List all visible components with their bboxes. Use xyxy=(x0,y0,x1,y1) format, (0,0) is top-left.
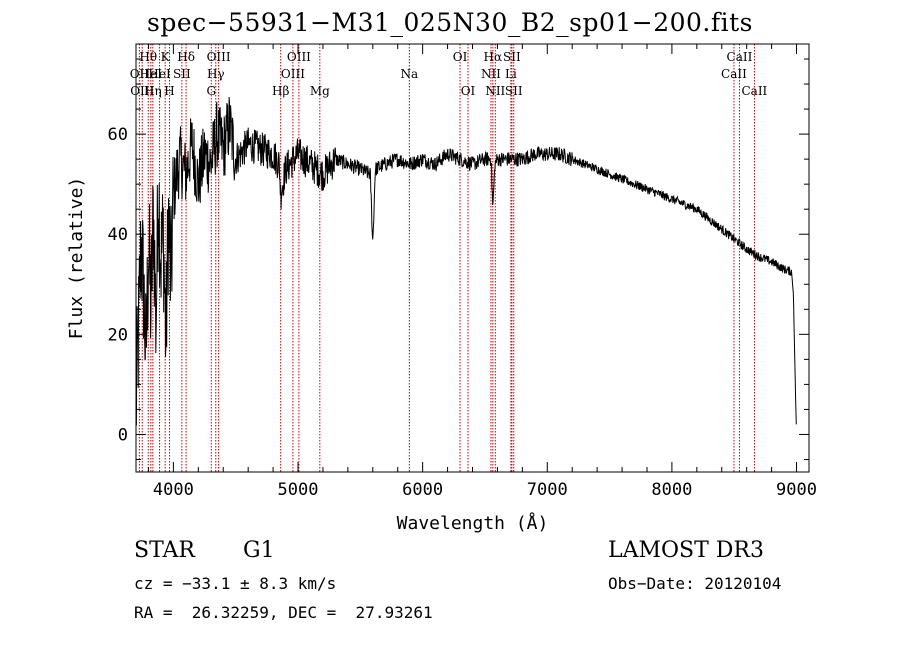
series-layer xyxy=(135,96,797,426)
line-label: CaII xyxy=(727,50,753,64)
line-label: OIII xyxy=(287,50,311,64)
line-label: OI xyxy=(461,84,476,98)
plot-frame xyxy=(135,43,810,473)
object-subclass: G1 xyxy=(243,538,275,563)
survey-name: LAMOST DR3 xyxy=(608,538,764,563)
line-label: SII xyxy=(173,67,191,81)
x-tick-label: 7000 xyxy=(527,480,568,500)
line-label: Hβ xyxy=(272,84,289,98)
x-tick-label: 4000 xyxy=(153,480,194,500)
line-label: NII xyxy=(485,84,505,98)
line-label: Li xyxy=(505,67,517,81)
y-axis-title: Flux (relative) xyxy=(66,177,87,340)
line-label: OII xyxy=(130,67,150,81)
y-tick-label: 20 xyxy=(108,325,128,345)
flux-line xyxy=(135,96,797,426)
line-label: Hη xyxy=(144,84,162,98)
x-tick-label: 6000 xyxy=(402,480,443,500)
x-tick-label: 9000 xyxy=(776,480,817,500)
redshift-info: cz = −33.1 ± 8.3 km/s xyxy=(134,574,337,593)
line-label: OIII xyxy=(130,84,154,98)
line-label: NII xyxy=(481,67,501,81)
line-label: OIII xyxy=(281,67,305,81)
observation-date: Obs−Date: 20120104 xyxy=(608,574,782,593)
line-label: Hγ xyxy=(207,67,225,81)
line-label: Hδ xyxy=(177,50,195,64)
line-label: SII xyxy=(505,84,523,98)
coordinates: RA = 26.32259, DEC = 27.93261 xyxy=(134,603,433,622)
line-label: G xyxy=(206,84,216,98)
line-label: CaII xyxy=(741,84,767,98)
y-tick-label: 40 xyxy=(108,225,128,245)
line-marker-layer xyxy=(138,44,755,472)
line-label: SII xyxy=(503,50,521,64)
line-label: HeI xyxy=(140,67,163,81)
chart-title: spec−55931−M31_025N30_B2_sp01−200.fits xyxy=(146,8,754,37)
line-label: HeI xyxy=(148,67,171,81)
line-label: H xyxy=(164,84,174,98)
line-label: K xyxy=(161,50,171,64)
line-label-layer: OII OIII Hθ HeI Hη HeI K H SII Hδ G Hγ OIII Hβ OIII OII… xyxy=(130,50,768,98)
x-tick-label: 5000 xyxy=(278,480,319,500)
x-tick-label: 8000 xyxy=(651,480,692,500)
line-label: Na xyxy=(400,67,418,81)
line-label: CaII xyxy=(721,67,747,81)
line-label: Hα xyxy=(484,50,503,64)
line-label: Hθ xyxy=(139,50,157,64)
object-class: STAR xyxy=(134,538,195,563)
x-axis-title: Wavelength (Å) xyxy=(397,512,549,534)
axis-layer: 4000 5000 6000 7000 8000 9000 0 20 40 60 Wavelengt… xyxy=(66,43,817,534)
y-tick-label: 0 xyxy=(118,425,128,445)
y-tick-label: 60 xyxy=(108,125,128,145)
line-label: Mg xyxy=(310,84,330,98)
line-label: OI xyxy=(453,50,468,64)
line-label: OIII xyxy=(207,50,231,64)
